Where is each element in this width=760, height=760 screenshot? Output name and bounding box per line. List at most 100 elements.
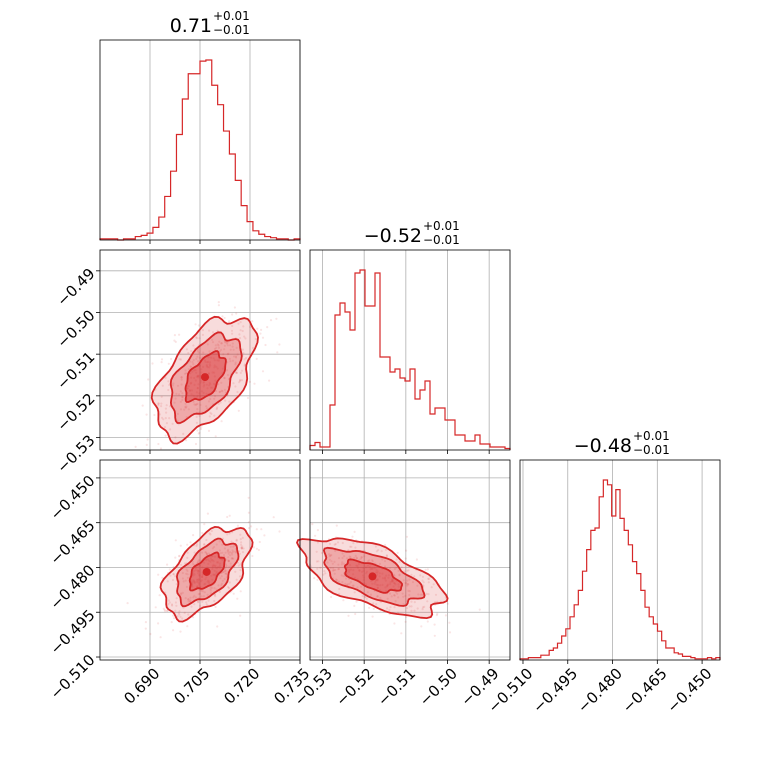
scatter-point <box>221 579 224 582</box>
scatter-point <box>377 549 380 552</box>
scatter-point <box>186 576 189 579</box>
scatter-point <box>356 586 359 589</box>
scatter-point <box>217 402 220 406</box>
scatter-point <box>170 621 173 624</box>
scatter-point <box>174 340 177 343</box>
histogram-2 <box>519 479 721 660</box>
scatter-point <box>337 563 340 566</box>
scatter-point <box>391 579 394 582</box>
scatter-point <box>172 629 175 632</box>
scatter-point <box>203 583 206 586</box>
title-upper: +0.01 <box>213 9 250 23</box>
scatter-point <box>353 591 356 594</box>
scatter-point <box>410 600 413 603</box>
scatter-point <box>415 558 418 561</box>
scatter-point <box>224 566 227 569</box>
x-tick-label-1: −0.51 <box>374 664 419 709</box>
scatter-point <box>168 417 171 420</box>
scatter-point <box>231 342 234 345</box>
scatter-point <box>190 393 193 396</box>
scatter-point <box>406 583 409 586</box>
scatter-point <box>196 560 200 563</box>
scatter-point <box>185 439 188 442</box>
scatter-point <box>421 579 424 582</box>
scatter-point <box>172 573 175 576</box>
scatter-point <box>384 579 387 582</box>
scatter-point <box>432 583 435 586</box>
scatter-point <box>425 592 428 596</box>
scatter-point <box>236 597 239 600</box>
scatter-point <box>203 543 206 546</box>
scatter-point <box>195 357 198 360</box>
scatter-point <box>426 620 429 623</box>
scatter-point <box>197 559 200 562</box>
scatter-point <box>181 577 184 580</box>
scatter-point <box>214 379 217 382</box>
scatter-point <box>241 536 244 540</box>
scatter-point <box>199 580 202 583</box>
scatter-point <box>235 346 238 349</box>
scatter-point <box>364 596 367 599</box>
scatter-point <box>333 560 336 564</box>
scatter-point <box>334 542 337 546</box>
scatter-point <box>231 332 234 335</box>
scatter-point <box>197 375 200 378</box>
scatter-point <box>417 593 420 596</box>
scatter-point <box>189 360 192 363</box>
scatter-point <box>206 387 209 390</box>
x-tick-label-1: −0.52 <box>332 664 377 709</box>
scatter-point <box>212 560 215 563</box>
scatter-point <box>227 551 230 554</box>
histogram-1 <box>309 269 511 450</box>
scatter-point <box>198 592 201 596</box>
scatter-point <box>220 342 223 345</box>
scatter-point <box>408 605 411 608</box>
scatter-point <box>375 583 378 586</box>
scatter-point <box>168 383 171 387</box>
scatter-point <box>211 341 215 344</box>
scatter-point <box>421 606 425 609</box>
scatter-point <box>229 554 232 557</box>
scatter-point <box>215 570 218 574</box>
scatter-point <box>374 545 377 548</box>
scatter-point <box>360 556 363 559</box>
scatter-point <box>406 607 409 610</box>
scatter-point <box>364 566 368 569</box>
scatter-point <box>365 583 368 586</box>
scatter-point <box>353 576 356 579</box>
scatter-point <box>227 552 230 555</box>
scatter-point <box>365 572 368 575</box>
scatter-point <box>146 438 149 441</box>
scatter-point <box>213 587 216 590</box>
scatter-point <box>218 390 221 393</box>
scatter-point <box>226 549 229 553</box>
title-value: 0.71 <box>170 15 212 37</box>
scatter-point <box>198 392 201 395</box>
scatter-point <box>272 516 275 519</box>
scatter-point <box>192 616 195 619</box>
scatter-point <box>348 555 351 558</box>
scatter-point <box>196 387 199 390</box>
scatter-point <box>227 559 230 562</box>
y-tick-label-1: −0.52 <box>53 390 98 435</box>
scatter-point <box>181 392 184 395</box>
scatter-point <box>154 606 157 609</box>
y-tick-label-1: −0.49 <box>53 265 98 310</box>
scatter-point <box>381 572 384 575</box>
scatter-point <box>218 350 221 353</box>
scatter-point <box>202 381 205 384</box>
scatter-point <box>394 600 397 603</box>
scatter-point <box>328 555 331 558</box>
scatter-point <box>205 365 208 368</box>
scatter-point <box>200 390 203 393</box>
scatter-point <box>177 612 180 615</box>
scatter-point <box>145 413 148 416</box>
scatter-point <box>215 407 218 411</box>
scatter-point <box>328 553 331 556</box>
scatter-point <box>205 407 209 410</box>
scatter-point <box>195 580 198 584</box>
scatter-point <box>159 636 162 639</box>
scatter-point <box>164 407 167 410</box>
scatter-point <box>376 571 379 574</box>
scatter-point <box>410 609 413 612</box>
